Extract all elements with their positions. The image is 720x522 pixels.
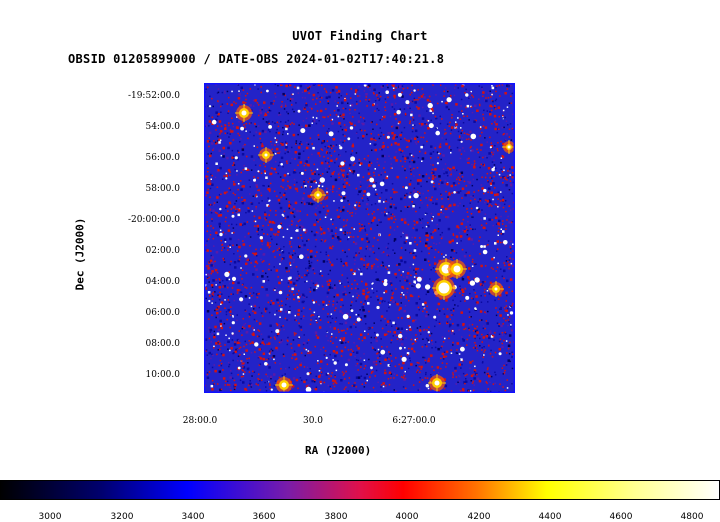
chart-subtitle: OBSID 01205899000 / DATE-OBS 2024-01-02T… bbox=[68, 52, 444, 66]
dec-tick-label: 02:00.0 bbox=[145, 246, 180, 256]
colorbar bbox=[0, 480, 720, 500]
ra-tick-label: 6:27:00.0 bbox=[392, 416, 435, 426]
y-axis-label: Dec (J2000) bbox=[74, 218, 87, 291]
colorbar-gradient bbox=[0, 480, 720, 500]
dec-tick-label: -20:00:00.0 bbox=[128, 215, 180, 225]
dec-tick-label: 54:00.0 bbox=[145, 122, 180, 132]
ra-tick-label: 30.0 bbox=[303, 416, 323, 426]
dec-tick-label: 06:00.0 bbox=[145, 308, 180, 318]
dec-tick-label: 56:00.0 bbox=[145, 153, 180, 163]
dec-tick-label: 58:00.0 bbox=[145, 184, 180, 194]
dec-tick-label: 04:00.0 bbox=[145, 277, 180, 287]
ra-tick-label: 28:00.0 bbox=[183, 416, 218, 426]
dec-tick-label: 08:00.0 bbox=[145, 339, 180, 349]
dec-tick-label: 10:00.0 bbox=[145, 370, 180, 380]
chart-title: UVOT Finding Chart bbox=[0, 29, 720, 43]
sky-image-canvas bbox=[204, 83, 515, 393]
sky-image[interactable] bbox=[204, 83, 515, 393]
dec-tick-label: -19:52:00.0 bbox=[128, 91, 180, 101]
x-axis-label: RA (J2000) bbox=[305, 444, 371, 457]
